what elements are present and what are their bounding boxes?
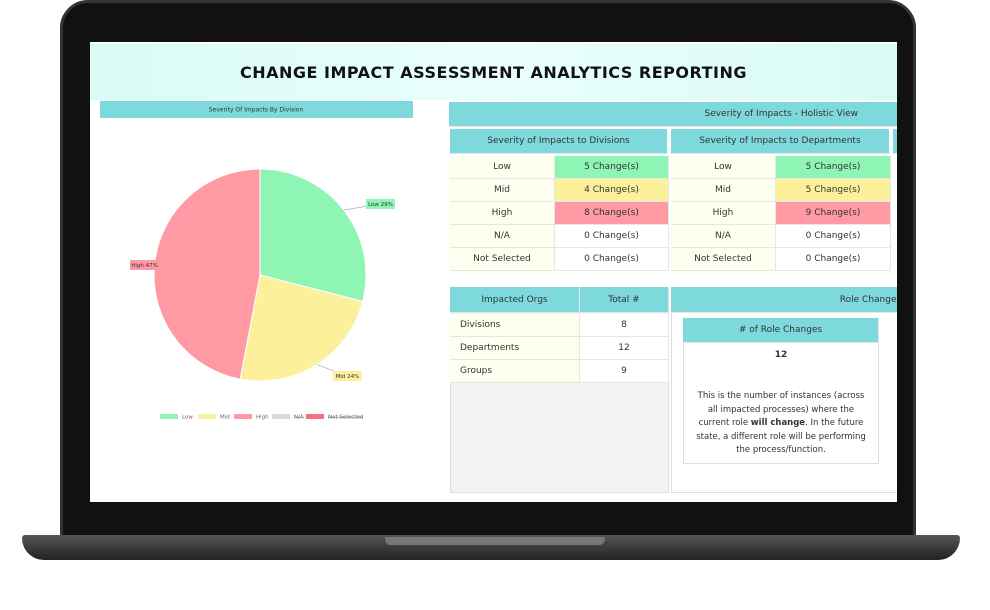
description-text: . In the future state, a different role …: [696, 418, 866, 455]
data-label: High 47%: [131, 263, 158, 269]
emphasis: will change: [750, 418, 806, 428]
severity-count: 5 Change(s): [776, 179, 891, 202]
pie-chart: Severity Of Impacts By Division Low 29% M…: [100, 101, 413, 421]
role-card-title: # of Role Changes: [683, 318, 879, 343]
severity-count: 0 Change(s): [555, 248, 669, 271]
severity-label: N/A: [450, 225, 555, 248]
severity-count: 5 Change(s): [776, 156, 891, 179]
pie-slice: [153, 168, 261, 380]
severity-count: 5 Change(s): [555, 156, 669, 179]
role-count: 12: [774, 350, 788, 360]
severity-label: Low: [671, 156, 776, 179]
chart-title: Severity Of Impacts By Division: [209, 107, 304, 114]
severity-count: 9 Change(s): [776, 202, 891, 225]
org-total: 9: [580, 360, 669, 383]
role-description: This is the number of instances (across …: [693, 390, 869, 460]
page-title: CHANGE IMPACT ASSESSMENT ANALYTICS REPOR…: [240, 62, 747, 82]
chart-title-bar: [100, 101, 413, 118]
label-box: [333, 371, 362, 381]
severity-label: Mid: [450, 179, 555, 202]
legend-label: N/A: [294, 415, 304, 421]
legend-swatch: [306, 414, 324, 419]
org-name: Departments: [450, 337, 580, 360]
severity-count: 0 Change(s): [776, 248, 891, 271]
severity-count: 8 Change(s): [555, 202, 669, 225]
legend-swatch: [160, 414, 178, 419]
orgs-header: Total #: [580, 287, 669, 313]
severity-count: 4 Change(s): [555, 179, 669, 202]
screen: CHANGE IMPACT ASSESSMENT ANALYTICS REPOR…: [90, 42, 897, 502]
severity-label: Mid: [671, 179, 776, 202]
table-stub: [893, 129, 897, 154]
org-total: 12: [580, 337, 669, 360]
legend-swatch: [272, 414, 290, 419]
severity-count: 0 Change(s): [776, 225, 891, 248]
data-label: Mid 24%: [336, 374, 360, 380]
pie-slice: [259, 168, 367, 302]
description-text: This is the number of instances (across …: [697, 391, 865, 428]
severity-table-title: Severity of Impacts to Departments: [671, 129, 891, 154]
label-box: [366, 199, 395, 209]
severity-table-title: Severity of Impacts to Divisions: [450, 129, 669, 154]
legend-swatch: [234, 414, 252, 419]
legend-label: Low: [182, 415, 193, 421]
legend-label: Mid: [220, 415, 230, 421]
legend-label: High: [256, 415, 269, 421]
legend-label: Not Selected: [328, 415, 363, 421]
legend-swatch: [198, 414, 216, 419]
severity-label: Not Selected: [671, 248, 776, 271]
header-banner: CHANGE IMPACT ASSESSMENT ANALYTICS REPOR…: [90, 44, 897, 100]
role-title: Role Changes: [671, 287, 897, 313]
severity-label: Low: [450, 156, 555, 179]
data-label: Low 29%: [368, 202, 393, 208]
severity-label: High: [671, 202, 776, 225]
severity-label: N/A: [671, 225, 776, 248]
orgs-header: Impacted Orgs: [450, 287, 580, 313]
org-total: 8: [580, 314, 669, 337]
severity-label: Not Selected: [450, 248, 555, 271]
org-name: Divisions: [450, 314, 580, 337]
label-box: [130, 260, 159, 270]
severity-label: High: [450, 202, 555, 225]
pie-slice: [239, 274, 364, 382]
laptop-notch: [385, 537, 605, 545]
holistic-title: Severity of Impacts - Holistic View: [449, 102, 897, 127]
severity-count: 0 Change(s): [555, 225, 669, 248]
org-name: Groups: [450, 360, 580, 383]
